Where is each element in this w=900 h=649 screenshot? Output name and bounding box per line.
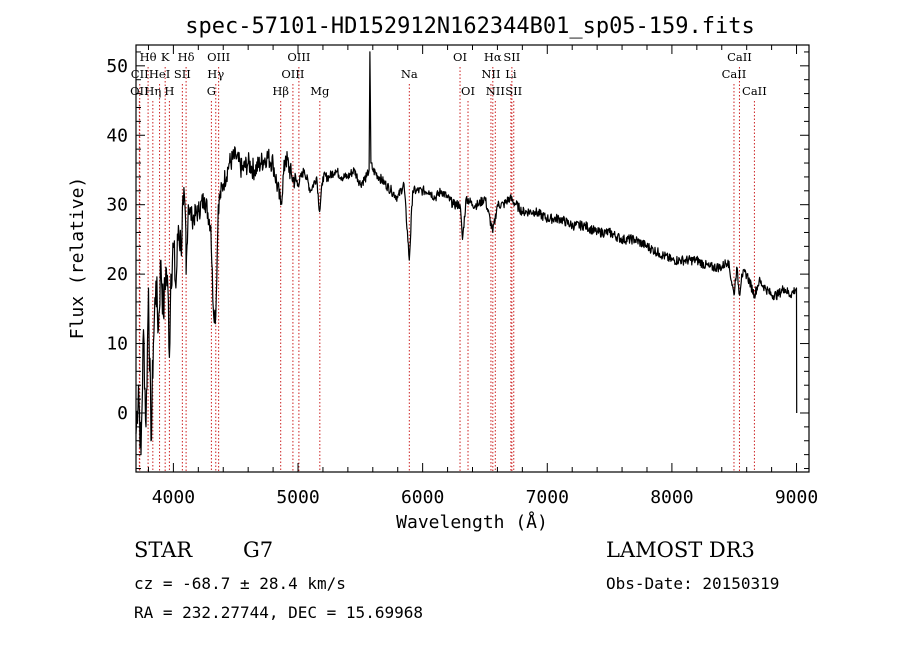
line-label-1: OII [130, 84, 149, 98]
x-tick-label-2: 6000 [401, 487, 444, 508]
object-class: STAR [134, 538, 193, 562]
line-label-17: OI [453, 50, 467, 64]
x-tick-label-0: 4000 [152, 487, 195, 508]
line-label-12: Hβ [272, 84, 289, 98]
coordinates: RA = 232.27744, DEC = 15.69968 [134, 603, 423, 622]
spectral-line-markers [138, 67, 755, 472]
line-label-27: CaII [742, 84, 767, 98]
observation-date: Obs-Date: 20150319 [606, 574, 780, 593]
line-label-6: H [164, 84, 174, 98]
line-label-21: NII [486, 84, 505, 98]
y-axis-label: Flux (relative) [67, 177, 88, 340]
y-tick-label-2: 20 [106, 264, 128, 285]
x-tick-label-3: 7000 [526, 487, 569, 508]
y-tick-label-0: 0 [117, 403, 128, 424]
y-tick-label-1: 10 [106, 334, 128, 355]
line-label-26: CaII [722, 67, 747, 81]
spectrum-series [135, 51, 798, 456]
line-label-20: NII [481, 67, 500, 81]
line-label-10: Hγ [207, 67, 224, 81]
line-label-19: Hα [484, 50, 502, 64]
y-tick-label-4: 40 [106, 125, 128, 146]
chart-title: spec-57101-HD152912N162344B01_sp05-159.f… [185, 14, 755, 39]
line-label-5: K [161, 50, 170, 64]
line-label-9: OIII [207, 50, 230, 64]
y-tick-label-5: 50 [106, 56, 128, 77]
axis-ticks [136, 45, 809, 472]
line-label-15: Mg [310, 84, 330, 98]
line-label-22: SII [503, 50, 520, 64]
subclass: G7 [243, 538, 274, 562]
plot-frame [135, 44, 810, 473]
line-label-4: HeI [149, 67, 170, 81]
line-label-25: CaII [727, 50, 752, 64]
x-axis-label: Wavelength (Å) [396, 511, 548, 533]
x-tick-label-5: 9000 [775, 487, 818, 508]
x-tick-label-4: 8000 [650, 487, 693, 508]
y-tick-label-3: 30 [106, 195, 128, 216]
line-label-13: OIII [281, 67, 304, 81]
survey-name: LAMOST DR3 [606, 538, 755, 562]
line-label-3: Hη [144, 84, 161, 98]
line-label-8: Hδ [178, 50, 195, 64]
line-label-2: Hθ [140, 50, 157, 64]
line-label-16: Na [401, 67, 418, 81]
line-label-7: SII [174, 67, 191, 81]
x-tick-label-1: 5000 [276, 487, 319, 508]
line-label-23: Li [505, 67, 517, 81]
line-label-18: OI [461, 84, 475, 98]
x-tick-labels: 4000 5000 6000 7000 8000 9000 [152, 487, 819, 508]
line-label-11: G [207, 84, 216, 98]
line-label-24: SII [505, 84, 522, 98]
y-tick-labels: 0 10 20 30 40 50 [106, 56, 128, 424]
line-label-0: CII [131, 67, 149, 81]
redshift-velocity: cz = -68.7 ± 28.4 km/s [134, 574, 346, 593]
line-label-14: OIII [287, 50, 310, 64]
